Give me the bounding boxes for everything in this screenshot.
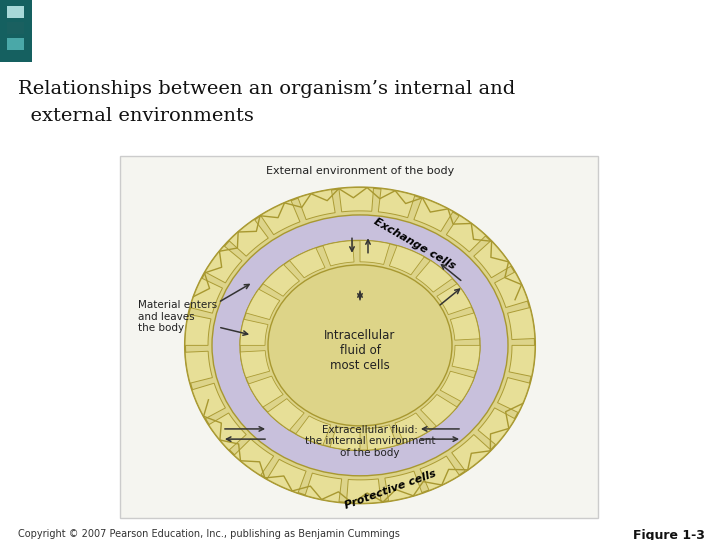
Polygon shape: [234, 439, 274, 475]
Text: Exchange cells: Exchange cells: [372, 216, 457, 271]
Polygon shape: [296, 416, 330, 445]
Polygon shape: [323, 241, 354, 266]
Ellipse shape: [185, 187, 535, 503]
Ellipse shape: [268, 265, 452, 426]
Polygon shape: [205, 246, 242, 283]
Text: Protective cells: Protective cells: [343, 469, 437, 511]
Polygon shape: [416, 260, 452, 292]
Polygon shape: [495, 272, 528, 308]
Bar: [7, 22, 24, 34]
Text: external environments: external environments: [18, 107, 254, 125]
Polygon shape: [414, 198, 453, 232]
Polygon shape: [420, 395, 457, 426]
Ellipse shape: [212, 215, 508, 476]
Polygon shape: [192, 383, 225, 419]
Text: Copyright © 2007 Pearson Education, Inc., publishing as Benjamin Cummings: Copyright © 2007 Pearson Education, Inc.…: [18, 529, 400, 539]
Polygon shape: [385, 471, 422, 501]
Polygon shape: [366, 425, 397, 450]
Bar: [7, 6, 24, 18]
Polygon shape: [452, 346, 480, 372]
Polygon shape: [209, 413, 246, 450]
Ellipse shape: [240, 240, 480, 450]
Text: Figure 1-3: Figure 1-3: [633, 529, 705, 540]
Polygon shape: [305, 473, 342, 502]
Polygon shape: [474, 241, 511, 278]
Polygon shape: [451, 435, 491, 471]
Polygon shape: [498, 377, 530, 413]
Polygon shape: [263, 265, 300, 296]
Polygon shape: [508, 308, 535, 340]
Polygon shape: [240, 319, 268, 346]
Polygon shape: [298, 190, 335, 220]
Polygon shape: [395, 413, 431, 443]
Text: Intracellular
fluid of
most cells: Intracellular fluid of most cells: [324, 329, 396, 372]
Text: External environment of the body: External environment of the body: [266, 166, 454, 176]
Polygon shape: [246, 289, 280, 320]
Polygon shape: [437, 284, 472, 315]
Polygon shape: [509, 346, 535, 376]
Polygon shape: [420, 456, 459, 490]
Polygon shape: [360, 240, 390, 265]
Polygon shape: [289, 248, 325, 278]
Bar: [7, 38, 24, 50]
Polygon shape: [261, 200, 300, 235]
Text: Extracellular fluid:
the internal environment
of the body: Extracellular fluid: the internal enviro…: [305, 425, 436, 458]
Bar: [120, 156, 598, 517]
Polygon shape: [390, 246, 424, 275]
Polygon shape: [346, 479, 381, 503]
Polygon shape: [378, 188, 415, 218]
Polygon shape: [248, 376, 283, 407]
Polygon shape: [268, 399, 304, 430]
Text: Material enters
and leaves
the body: Material enters and leaves the body: [138, 300, 217, 333]
Polygon shape: [185, 314, 211, 346]
Polygon shape: [440, 371, 474, 402]
Polygon shape: [229, 219, 269, 256]
Polygon shape: [240, 350, 270, 378]
Polygon shape: [450, 313, 480, 340]
Bar: [0, 0, 32, 62]
Polygon shape: [185, 351, 212, 383]
Text: Homeostasis: Homeostasis: [38, 24, 238, 52]
Polygon shape: [446, 215, 486, 252]
Polygon shape: [478, 408, 515, 445]
Polygon shape: [339, 187, 374, 212]
Polygon shape: [267, 460, 306, 493]
Text: Relationships between an organism’s internal and: Relationships between an organism’s inte…: [18, 80, 516, 98]
Polygon shape: [330, 426, 360, 450]
Polygon shape: [190, 278, 222, 313]
